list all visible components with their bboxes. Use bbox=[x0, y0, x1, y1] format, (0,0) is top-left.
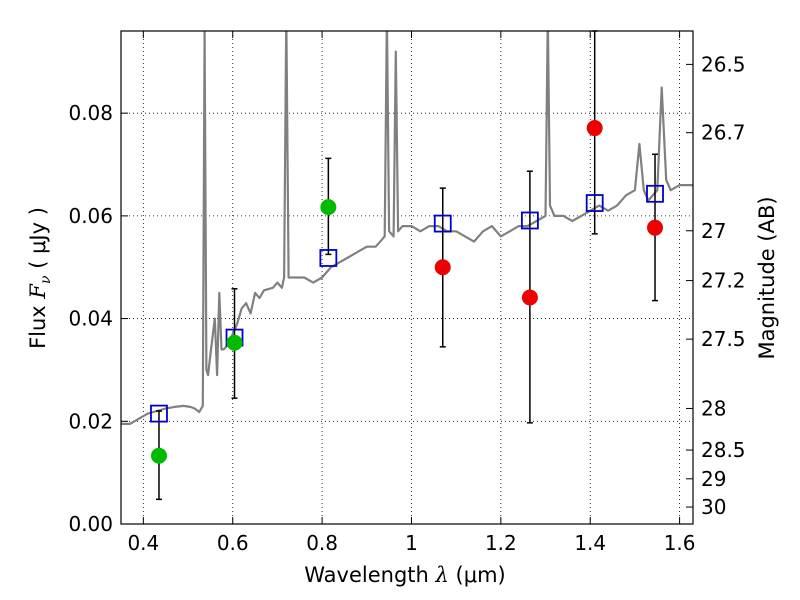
observed-point bbox=[226, 334, 243, 351]
model-photometry-square bbox=[646, 184, 664, 203]
x-tick-label: 1.4 bbox=[574, 531, 606, 555]
y2-axis-label: Magnitude (AB) bbox=[755, 196, 779, 359]
observed-point bbox=[150, 447, 167, 464]
y2-tick-label: 27 bbox=[701, 219, 726, 243]
x-tick-label: 0.6 bbox=[217, 531, 249, 555]
observed-point bbox=[320, 199, 337, 216]
model-photometry-square bbox=[433, 214, 452, 233]
x-tick-label: 0.4 bbox=[127, 531, 159, 555]
x-tick-label: 0.8 bbox=[306, 531, 338, 555]
observed-point bbox=[434, 259, 451, 276]
y-tick-label: 0.02 bbox=[68, 409, 113, 433]
y2-tick-label: 26.7 bbox=[701, 121, 746, 145]
y-tick-label: 0.00 bbox=[68, 512, 113, 536]
y-tick-label: 0.08 bbox=[68, 101, 113, 125]
plot-frame bbox=[120, 30, 694, 525]
model-photometry-square bbox=[585, 194, 604, 212]
x-axis-label: Wavelength λ (μm) bbox=[304, 563, 505, 587]
y-tick-label: 0.06 bbox=[68, 204, 113, 228]
y2-tick-label: 30 bbox=[701, 495, 726, 519]
x-tick-label: 1.2 bbox=[485, 531, 517, 555]
y2-tick-label: 27.5 bbox=[701, 327, 746, 351]
axis-ticks: 0.4 0.6 0.8 1 1.2 1.4 1.6 0.00 0.02 0.04 0.06 0.08 2… bbox=[68, 31, 746, 555]
observed-point bbox=[521, 289, 538, 306]
y2-tick-label: 29 bbox=[701, 467, 726, 491]
x-tick-label: 1.6 bbox=[664, 531, 696, 555]
data-points bbox=[150, 120, 664, 464]
y2-tick-label: 28.5 bbox=[701, 438, 746, 462]
observed-point bbox=[647, 219, 664, 236]
model-photometry-square bbox=[150, 404, 168, 423]
x-tick-label: 1 bbox=[405, 531, 418, 555]
model-photometry-square bbox=[520, 211, 539, 230]
y-tick-label: 0.04 bbox=[68, 307, 113, 331]
y2-tick-label: 28 bbox=[701, 396, 726, 420]
y2-tick-label: 27.2 bbox=[701, 269, 746, 293]
model-photometry-square bbox=[319, 249, 338, 267]
observed-point bbox=[586, 120, 603, 137]
y2-tick-label: 26.5 bbox=[701, 52, 746, 76]
y-axis-label: Flux Fν ( μJy ) bbox=[26, 207, 54, 349]
